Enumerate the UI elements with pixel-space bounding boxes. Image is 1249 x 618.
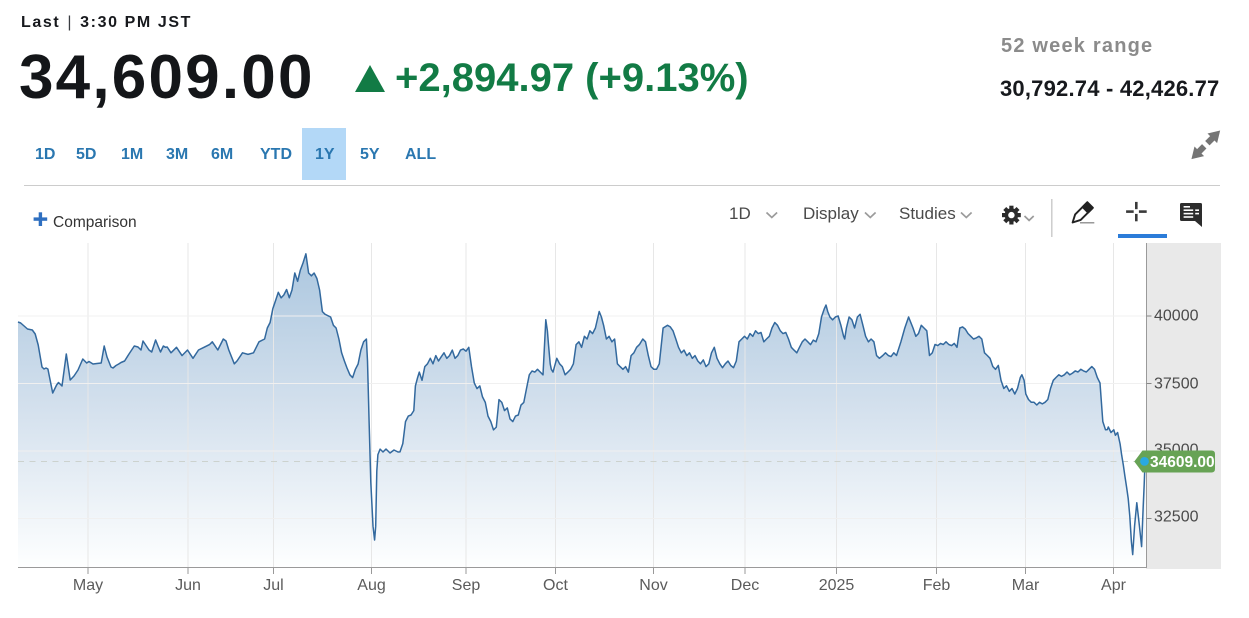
svg-text:34609.00: 34609.00 <box>1150 454 1215 471</box>
svg-text:Mar: Mar <box>1012 577 1040 594</box>
svg-text:Apr: Apr <box>1101 577 1127 594</box>
svg-text:2025: 2025 <box>819 577 855 594</box>
svg-text:37500: 37500 <box>1154 376 1199 393</box>
svg-text:Sep: Sep <box>452 577 481 594</box>
svg-text:40000: 40000 <box>1154 308 1199 325</box>
svg-text:Nov: Nov <box>639 577 667 594</box>
svg-text:Dec: Dec <box>731 577 759 594</box>
svg-text:May: May <box>73 577 103 594</box>
svg-text:Jul: Jul <box>263 577 283 594</box>
svg-text:32500: 32500 <box>1154 509 1199 526</box>
svg-text:Aug: Aug <box>357 577 385 594</box>
svg-text:Feb: Feb <box>923 577 951 594</box>
svg-text:Oct: Oct <box>543 577 568 594</box>
svg-text:Jun: Jun <box>175 577 201 594</box>
